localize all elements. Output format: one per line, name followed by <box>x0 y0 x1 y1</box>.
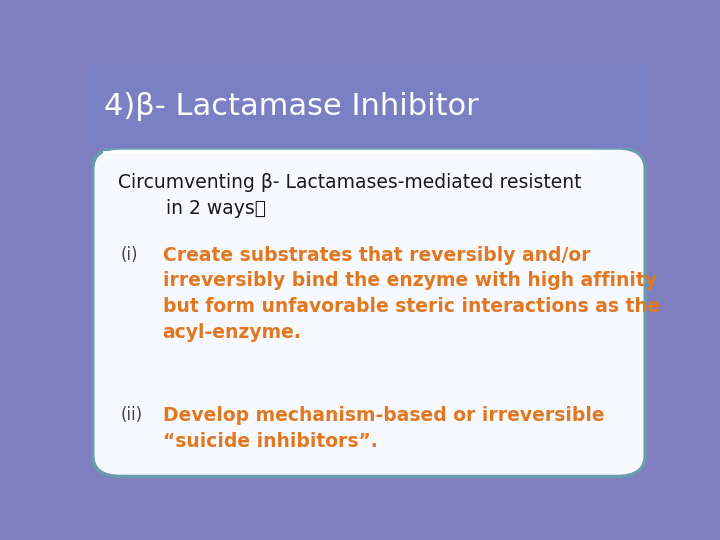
Text: Create substrates that reversibly and/or
irreversibly bind the enzyme with high : Create substrates that reversibly and/or… <box>163 246 660 342</box>
Text: (i): (i) <box>121 246 138 264</box>
Text: Circumventing β- Lactamases-mediated resistent
        in 2 ways：: Circumventing β- Lactamases-mediated res… <box>118 173 582 218</box>
Text: Develop mechanism-based or irreversible
“suicide inhibitors”.: Develop mechanism-based or irreversible … <box>163 406 604 450</box>
Text: 4)β- Lactamase Inhibitor: 4)β- Lactamase Inhibitor <box>104 92 479 121</box>
Text: (ii): (ii) <box>121 406 143 424</box>
FancyBboxPatch shape <box>93 148 645 476</box>
FancyBboxPatch shape <box>90 65 648 148</box>
